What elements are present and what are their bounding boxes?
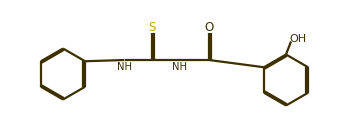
Text: NH: NH xyxy=(172,62,187,72)
Text: S: S xyxy=(149,21,156,34)
Text: O: O xyxy=(205,21,214,34)
Text: OH: OH xyxy=(289,34,306,44)
Text: NH: NH xyxy=(116,62,131,72)
